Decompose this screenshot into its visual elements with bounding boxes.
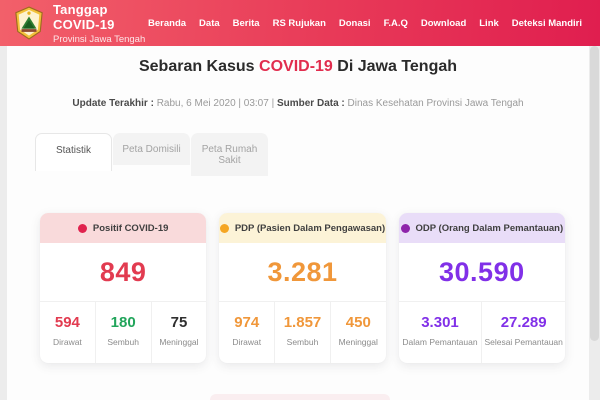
page-title: Sebaran Kasus COVID-19 Di Jawa Tengah — [7, 58, 589, 76]
purple-dot-icon — [400, 223, 410, 233]
stat-odp-selesai-pemantauan: 27.289 Selesai Pemantauan — [484, 314, 563, 347]
nav-rs-rujukan[interactable]: RS Rujukan — [272, 17, 326, 29]
stat-positif-dirawat: 594 Dirawat — [40, 302, 96, 363]
card-odp-header: ODP (Orang Dalam Pemantauan) — [398, 213, 565, 243]
stat-positif-meninggal: 75 Meninggal — [159, 314, 199, 347]
scrollbar[interactable] — [589, 46, 600, 400]
stat-pdp-sembuh: 1.857 Sembuh — [275, 302, 331, 363]
nav-beranda[interactable]: Beranda — [148, 17, 187, 29]
card-positif: Positif COVID-19 849 594 Dirawat 180 Sem… — [40, 213, 207, 363]
tab-peta-domisili[interactable]: Peta Domisili — [113, 133, 190, 165]
nav-donasi[interactable]: Donasi — [338, 17, 371, 29]
next-section-hint — [210, 394, 390, 400]
page-left-gutter — [0, 46, 7, 400]
card-pdp-title: PDP (Pasien Dalam Pengawasan) — [234, 222, 386, 234]
card-odp: ODP (Orang Dalam Pemantauan) 30.590 3.30… — [398, 213, 565, 363]
nav-data[interactable]: Data — [199, 17, 220, 29]
site-header: Tanggap COVID-19 Provinsi Jawa Tengah Be… — [0, 0, 600, 46]
card-odp-title: ODP (Orang Dalam Pemantauan) — [415, 222, 564, 234]
tab-bar: Statistik Peta Domisili Peta Rumah Sakit — [35, 133, 589, 176]
nav-faq[interactable]: F.A.Q — [383, 17, 408, 29]
stat-odp-dalam-pemantauan: 3.301 Dalam Pemantauan — [399, 302, 483, 363]
brand: Tanggap COVID-19 Provinsi Jawa Tengah — [14, 2, 148, 45]
scrollbar-thumb[interactable] — [590, 46, 599, 341]
card-positif-title: Positif COVID-19 — [92, 222, 169, 234]
card-pdp: PDP (Pasien Dalam Pengawasan) 3.281 974 … — [219, 213, 386, 363]
nav-link[interactable]: Link — [479, 17, 499, 29]
nav-deteksi-mandiri[interactable]: Deteksi Mandiri — [511, 17, 582, 29]
brand-title: Tanggap COVID-19 — [53, 1, 115, 32]
card-positif-header: Positif COVID-19 — [40, 213, 207, 243]
title-prefix: Sebaran Kasus — [138, 58, 255, 75]
stat-pdp-dirawat: 974 Dirawat — [219, 302, 276, 363]
title-highlight: COVID-19 — [259, 58, 333, 75]
update-value: Rabu, 6 Mei 2020 | 03:07 | — [156, 98, 275, 109]
title-suffix: Di Jawa Tengah — [337, 58, 458, 75]
source-value: Dinas Kesehatan Provinsi Jawa Tengah — [347, 98, 524, 109]
stat-positif-sembuh: 180 Sembuh — [96, 302, 152, 363]
orange-dot-icon — [219, 223, 229, 233]
card-odp-total: 30.590 — [439, 256, 525, 287]
tab-peta-rumah-sakit[interactable]: Peta Rumah Sakit — [191, 133, 268, 176]
brand-subtitle: Provinsi Jawa Tengah — [53, 33, 146, 45]
nav-berita[interactable]: Berita — [232, 17, 260, 29]
card-positif-total: 849 — [99, 256, 147, 287]
update-info: Update Terakhir : Rabu, 6 Mei 2020 | 03:… — [7, 98, 589, 109]
update-label: Update Terakhir : — [72, 98, 154, 109]
red-dot-icon — [77, 223, 87, 233]
card-pdp-header: PDP (Pasien Dalam Pengawasan) — [219, 213, 386, 243]
nav-download[interactable]: Download — [420, 17, 467, 29]
main-nav: Beranda Data Berita RS Rujukan Donasi F.… — [148, 18, 582, 29]
card-pdp-total: 3.281 — [267, 256, 338, 287]
jawa-tengah-emblem-logo — [15, 6, 43, 40]
source-label: Sumber Data : — [276, 98, 345, 109]
tab-statistik[interactable]: Statistik — [35, 133, 112, 171]
stat-pdp-meninggal: 450 Meninggal — [338, 314, 378, 347]
stat-cards: Positif COVID-19 849 594 Dirawat 180 Sem… — [40, 213, 565, 363]
main-content: Sebaran Kasus COVID-19 Di Jawa Tengah Up… — [7, 46, 589, 400]
